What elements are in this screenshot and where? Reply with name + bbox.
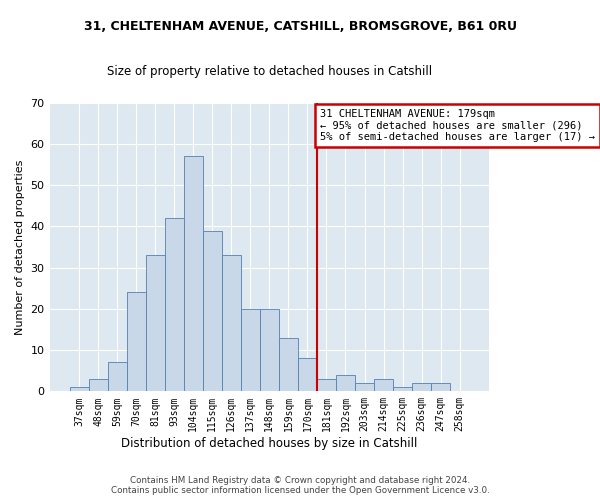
Bar <box>70 387 89 392</box>
Y-axis label: Number of detached properties: Number of detached properties <box>15 160 25 334</box>
Bar <box>146 256 164 392</box>
Text: 31 CHELTENHAM AVENUE: 179sqm
← 95% of detached houses are smaller (296)
5% of se: 31 CHELTENHAM AVENUE: 179sqm ← 95% of de… <box>320 109 595 142</box>
Bar <box>279 338 298 392</box>
Text: 31, CHELTENHAM AVENUE, CATSHILL, BROMSGROVE, B61 0RU: 31, CHELTENHAM AVENUE, CATSHILL, BROMSGR… <box>83 20 517 33</box>
Bar <box>431 383 450 392</box>
Bar <box>260 309 279 392</box>
Text: Contains HM Land Registry data © Crown copyright and database right 2024.
Contai: Contains HM Land Registry data © Crown c… <box>110 476 490 495</box>
X-axis label: Distribution of detached houses by size in Catshill: Distribution of detached houses by size … <box>121 437 418 450</box>
Bar <box>164 218 184 392</box>
Bar <box>241 309 260 392</box>
Bar <box>393 387 412 392</box>
Bar <box>203 230 222 392</box>
Bar <box>412 383 431 392</box>
Bar <box>127 292 146 392</box>
Title: Size of property relative to detached houses in Catshill: Size of property relative to detached ho… <box>107 65 432 78</box>
Bar <box>374 379 393 392</box>
Bar <box>336 375 355 392</box>
Bar <box>184 156 203 392</box>
Bar <box>222 256 241 392</box>
Bar <box>89 379 107 392</box>
Bar <box>298 358 317 392</box>
Bar <box>107 362 127 392</box>
Bar <box>317 379 336 392</box>
Bar <box>355 383 374 392</box>
